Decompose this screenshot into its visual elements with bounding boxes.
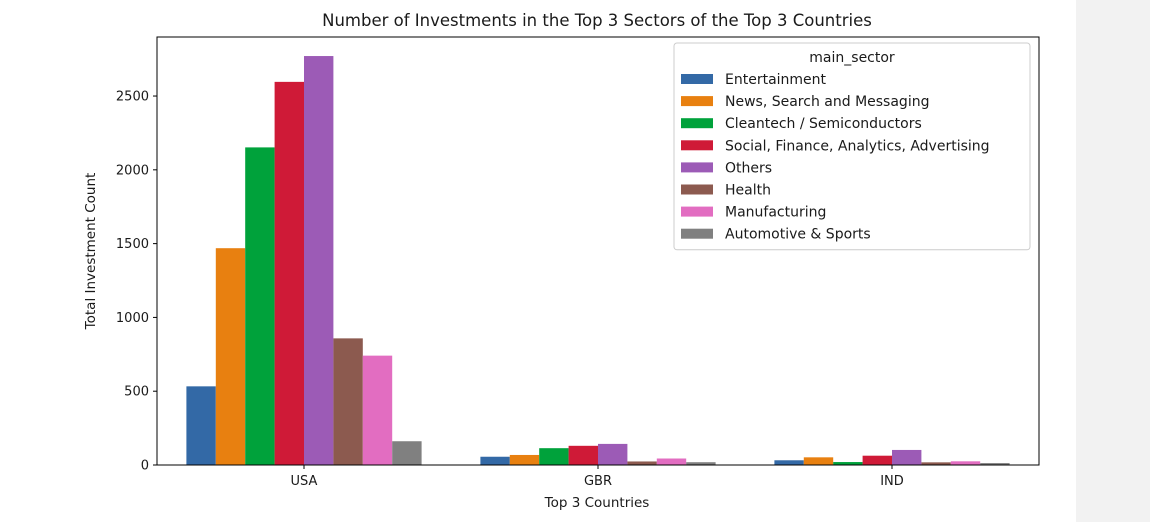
y-tick-label: 500 <box>124 385 149 400</box>
legend-box <box>673 42 1031 251</box>
legend-label-cleantech-semiconductors: Cleantech / Semiconductors <box>725 116 922 132</box>
x-tick-label: GBR <box>584 474 612 489</box>
legend-label-news-search-and-messaging: News, Search and Messaging <box>725 94 929 110</box>
bar-usa-automotive-sports <box>392 441 422 465</box>
bar-gbr-health <box>627 461 657 465</box>
side-panel <box>1076 0 1150 522</box>
legend: main_sector Entertainment News, Search and… <box>673 42 1031 251</box>
y-tick-label: 2500 <box>116 90 149 105</box>
bar-usa-health <box>333 338 363 465</box>
bar-gbr-automotive-sports <box>686 462 716 465</box>
legend-swatch-news-search-and-messaging <box>681 96 713 107</box>
bar-usa-others <box>304 56 334 465</box>
x-axis-title: Top 3 Countries <box>544 495 650 511</box>
y-axis: 0 500 1000 1500 2000 2500 <box>116 90 157 474</box>
bar-ind-entertainment <box>774 460 804 465</box>
bar-ind-social-finance-analytics-advertising <box>862 455 892 465</box>
x-tick-label: IND <box>880 474 904 489</box>
bar-ind-cleantech-semiconductors <box>833 462 863 465</box>
x-tick-label: USA <box>291 474 318 489</box>
legend-swatch-social-finance-analytics-advertising <box>681 140 713 151</box>
legend-swatch-entertainment <box>681 74 713 84</box>
bar-usa-news-search-and-messaging <box>215 248 246 465</box>
legend-swatch-cleantech-semiconductors <box>681 118 713 129</box>
bar-chart: Number of Investments in the Top 3 Secto… <box>83 11 1040 511</box>
bar-ind-manufacturing <box>950 461 981 465</box>
y-axis-title: Total Investment Count <box>83 173 99 331</box>
bar-ind-news-search-and-messaging <box>803 457 834 465</box>
y-tick-label: 1500 <box>116 237 149 252</box>
legend-title: main_sector <box>809 50 895 66</box>
y-tick-label: 2000 <box>116 163 149 178</box>
legend-swatch-others <box>681 162 713 173</box>
y-tick-label: 0 <box>141 459 149 474</box>
x-axis: USA GBR IND <box>291 465 904 489</box>
bar-gbr-manufacturing <box>656 458 687 465</box>
legend-label-social-finance-analytics-advertising: Social, Finance, Analytics, Advertising <box>725 138 990 154</box>
bar-usa-entertainment <box>186 386 216 465</box>
chart-title: Number of Investments in the Top 3 Secto… <box>322 11 872 30</box>
legend-label-health: Health <box>725 183 771 199</box>
bar-ind-others <box>892 449 922 465</box>
bar-usa-manufacturing <box>362 355 393 465</box>
bars-group <box>186 56 1010 466</box>
bar-usa-social-finance-analytics-advertising <box>274 81 304 466</box>
bar-gbr-news-search-and-messaging <box>509 454 540 465</box>
legend-swatch-health <box>681 184 713 195</box>
bar-ind-health <box>921 462 951 465</box>
legend-swatch-manufacturing <box>681 206 713 217</box>
chart-container: Number of Investments in the Top 3 Secto… <box>83 11 1040 511</box>
legend-label-automotive-sports: Automotive & Sports <box>725 227 871 243</box>
bar-gbr-others <box>598 443 628 465</box>
bar-gbr-cleantech-semiconductors <box>539 448 569 465</box>
legend-label-entertainment: Entertainment <box>725 72 827 88</box>
legend-label-others: Others <box>725 160 772 176</box>
bar-ind-automotive-sports <box>980 463 1010 465</box>
bar-gbr-entertainment <box>480 456 510 465</box>
legend-label-manufacturing: Manufacturing <box>725 205 826 221</box>
bar-gbr-social-finance-analytics-advertising <box>568 445 598 465</box>
legend-swatch-automotive-sports <box>681 228 713 239</box>
y-tick-label: 1000 <box>116 311 149 326</box>
bar-usa-cleantech-semiconductors <box>245 147 275 465</box>
